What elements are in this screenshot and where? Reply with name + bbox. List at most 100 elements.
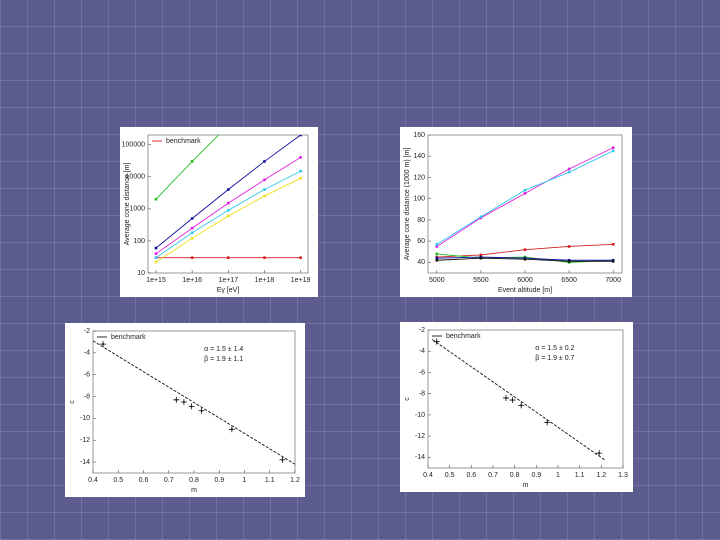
y-tick-label: 1000 — [129, 206, 145, 213]
x-tick-label: 1e+17 — [218, 277, 238, 284]
plot-area — [435, 146, 615, 264]
y-tick-label: 40 — [417, 259, 425, 266]
x-tick-label: 0.6 — [466, 472, 476, 479]
point-marker — [227, 201, 230, 205]
x-axis-label: m — [523, 482, 529, 489]
point-dot — [598, 452, 601, 455]
x-tick-label: 1.1 — [575, 472, 585, 479]
point-marker — [190, 256, 194, 259]
x-tick-label: 0.4 — [88, 477, 98, 484]
point-dot — [511, 399, 514, 402]
point-marker — [611, 260, 615, 263]
point-marker — [227, 124, 230, 127]
point-marker — [611, 146, 615, 150]
x-tick-label: 5000 — [429, 277, 445, 284]
point-marker — [567, 167, 571, 171]
y-tick-label: -6 — [84, 372, 90, 379]
point-marker — [263, 256, 266, 259]
x-tick-label: 1.3 — [618, 472, 628, 479]
x-tick-label: 1e+19 — [291, 277, 311, 284]
x-tick-label: 1e+15 — [146, 277, 166, 284]
point-dot — [281, 458, 284, 461]
x-tick-label: 1e+18 — [255, 277, 275, 284]
point-marker — [479, 253, 483, 257]
y-tick-label: 10000 — [126, 174, 146, 181]
point-dot — [546, 421, 549, 424]
point-marker — [263, 194, 266, 198]
point-marker — [190, 226, 194, 230]
x-tick-label: 0.9 — [531, 472, 541, 479]
point-marker — [227, 188, 230, 191]
annotation: α = 1.5 ± 0.2 — [535, 345, 574, 352]
x-tick-label: 5500 — [473, 277, 489, 284]
point-marker — [154, 256, 158, 259]
y-tick-label: -8 — [84, 393, 90, 400]
point-marker — [263, 178, 266, 182]
point-marker — [479, 215, 483, 219]
y-tick-label: 60 — [417, 238, 425, 245]
y-tick-label: -12 — [80, 437, 90, 444]
x-tick-label: 0.8 — [510, 472, 520, 479]
legend-label: benchmark — [446, 333, 481, 340]
y-tick-label: 100 — [413, 196, 425, 203]
plot-frame — [147, 134, 309, 274]
y-tick-label: -2 — [84, 328, 90, 335]
y-tick-label: -8 — [419, 391, 425, 398]
point-marker — [523, 192, 527, 195]
y-tick-label: -12 — [415, 433, 425, 440]
point-dot — [190, 405, 193, 408]
point-marker — [190, 237, 194, 240]
y-tick-label: -6 — [419, 369, 425, 376]
panel-background — [65, 323, 305, 497]
point-dot — [520, 404, 523, 407]
x-axis-label: Eγ [eV] — [217, 287, 240, 294]
chart-panel: 0.4 0.5 0.6 0.7 0.8 0.9 1 1.1 1.2 -2 -4 -6 -8 -10 -12 -… — [65, 323, 305, 497]
point-dot — [200, 409, 203, 412]
point-marker — [190, 231, 194, 235]
point-marker — [299, 169, 302, 173]
plot-area — [432, 338, 606, 461]
x-tick-label: 0.8 — [189, 477, 199, 484]
fit-line — [432, 339, 606, 461]
y-tick-label: 100000 — [122, 142, 145, 149]
plot-frame — [427, 329, 624, 469]
y-tick-label: -10 — [80, 415, 90, 422]
plot-area — [93, 340, 295, 465]
point-dot — [182, 401, 185, 403]
annotation: β = 1.9 ± 1.1 — [204, 356, 243, 363]
x-tick-label: 1.2 — [290, 477, 300, 484]
y-axis-label: c — [69, 400, 76, 404]
point-marker — [435, 252, 439, 256]
y-tick-label: 160 — [413, 132, 425, 139]
x-tick-label: 1 — [243, 477, 247, 484]
x-tick-label: 0.5 — [445, 472, 455, 479]
x-tick-label: 0.9 — [214, 477, 224, 484]
x-tick-label: 0.7 — [164, 477, 174, 484]
point-marker — [154, 260, 158, 264]
point-marker — [299, 156, 302, 159]
chart-panel: 0.4 0.5 0.6 0.7 0.8 0.9 1 1.1 1.2 1.3 -2 -4 -6 -8 -10 -… — [400, 322, 633, 492]
fit-line — [93, 340, 295, 465]
plot-area — [154, 124, 302, 264]
y-tick-label: -14 — [415, 454, 425, 461]
panel-background — [120, 127, 318, 297]
point-dot — [505, 396, 507, 399]
y-tick-label: 10 — [137, 270, 145, 277]
point-marker — [263, 188, 266, 191]
chart-panel: 5000 5500 6000 6500 7000 40 60 80 100 120 140 160 Ev… — [400, 127, 632, 297]
panel-background — [400, 322, 633, 492]
point-marker — [611, 149, 615, 153]
chart-panel: 1e+15 1e+16 1e+17 1e+18 1e+19 10 100 1000 10000 1… — [120, 124, 318, 297]
legend-label: benchmark — [111, 334, 146, 341]
y-tick-label: -2 — [419, 327, 425, 334]
x-tick-label: 1 — [556, 472, 560, 479]
y-axis-label: Average cone distance (1000 m) [m] — [404, 148, 411, 261]
x-tick-label: 0.6 — [139, 477, 149, 484]
panel-background — [400, 127, 632, 297]
point-marker — [435, 258, 439, 262]
point-marker — [154, 197, 158, 201]
point-marker — [567, 170, 571, 174]
point-dot — [175, 398, 178, 401]
x-tick-label: 6000 — [517, 277, 533, 284]
point-marker — [190, 217, 194, 220]
